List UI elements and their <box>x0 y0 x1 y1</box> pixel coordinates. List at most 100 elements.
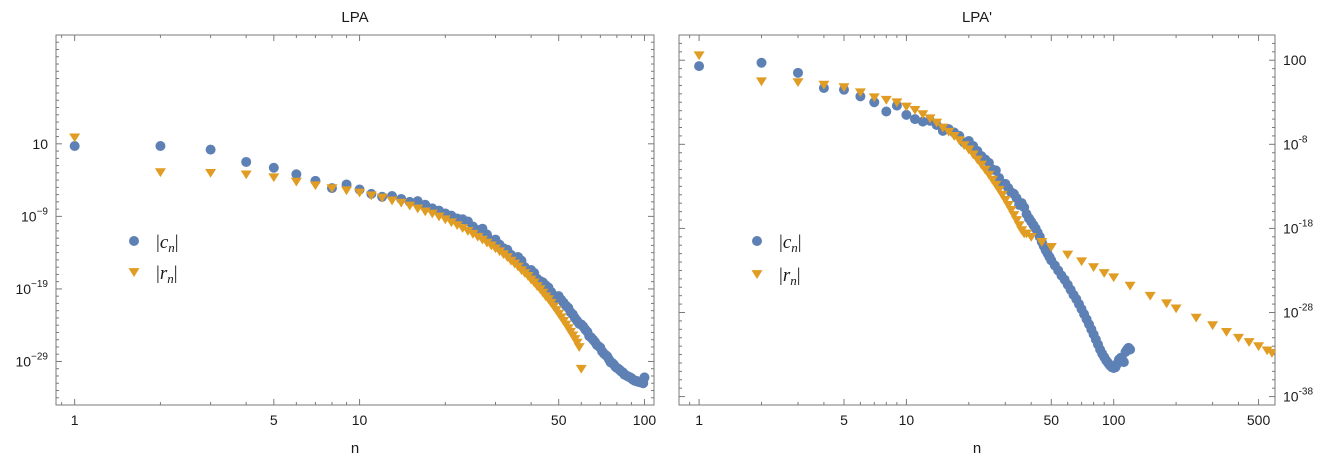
chart-title: LPA' <box>962 9 992 26</box>
y-tick-label: 10 <box>32 136 48 152</box>
data-point-rn <box>943 127 955 137</box>
data-point-rn <box>979 165 991 175</box>
data-point-rn <box>1108 273 1120 283</box>
data-point-rn <box>412 204 424 214</box>
y-tick-label: 10−29 <box>15 351 48 369</box>
data-point-rn <box>868 93 880 103</box>
data-point-rn <box>854 88 866 98</box>
x-tick-label: 500 <box>1247 412 1271 428</box>
data-point-rn <box>693 51 705 61</box>
series-cn <box>69 141 650 389</box>
data-point-rn <box>891 98 903 108</box>
x-tick-label: 100 <box>633 412 657 428</box>
y-tick-label: 10-18 <box>1283 218 1313 236</box>
data-point-rn <box>205 168 217 178</box>
data-point-rn <box>445 218 457 228</box>
y-tick-label: 10-28 <box>1283 303 1313 321</box>
data-point-rn <box>1124 281 1136 291</box>
data-point-rn <box>467 229 479 239</box>
data-point-rn <box>909 105 921 115</box>
panel-lpa-prime: LPA' 1 5 10 50 100 500 n 100 10-8 10-18 10-28 10-38 |… <box>678 9 1313 457</box>
data-point-cn <box>756 57 767 68</box>
legend-marker-cn <box>752 236 762 246</box>
x-tick-label: 50 <box>551 412 567 428</box>
data-point-rn <box>1266 349 1275 358</box>
data-point-rn <box>573 343 585 352</box>
data-point-rn <box>1011 216 1023 225</box>
data-point-rn <box>1243 338 1255 347</box>
data-point-rn <box>999 195 1011 205</box>
data-point-rn <box>1025 232 1037 242</box>
data-point-cn <box>639 372 650 383</box>
data-point-rn <box>290 177 302 187</box>
data-point-rn <box>1220 327 1232 337</box>
data-point-rn <box>924 114 936 124</box>
data-point-rn <box>1261 346 1273 356</box>
data-point-rn <box>900 102 912 112</box>
data-point-cn <box>990 165 1001 176</box>
data-point-rn <box>986 175 998 185</box>
x-tick-label: 1 <box>695 412 703 428</box>
data-point-rn <box>1098 269 1110 278</box>
data-point-rn <box>937 123 949 133</box>
y-tick-label: 100 <box>1283 52 1307 68</box>
series-cn <box>694 57 1136 373</box>
data-point-rn <box>1161 299 1173 309</box>
data-point-rn <box>975 160 987 170</box>
data-point-rn <box>575 364 587 374</box>
data-point-rn <box>1144 291 1156 301</box>
x-tick-label: 1 <box>71 412 79 428</box>
data-point-rn <box>472 232 484 242</box>
data-point-cn <box>1125 344 1136 355</box>
data-point-rn <box>1253 342 1265 352</box>
data-point-rn <box>309 181 321 191</box>
data-point-rn <box>1036 238 1048 247</box>
data-point-rn <box>953 136 965 146</box>
data-point-cn <box>694 61 705 72</box>
data-point-cn <box>901 109 912 120</box>
y-tick-label: 10−19 <box>15 279 48 297</box>
legend-label-rn: |rn| <box>779 265 801 288</box>
series-rn <box>69 133 587 374</box>
data-point-cn <box>155 141 166 151</box>
data-point-cn <box>881 106 892 117</box>
data-point-rn <box>240 170 252 180</box>
x-axis-label: n <box>351 440 359 457</box>
legend-label-cn: |cn| <box>156 232 179 255</box>
data-point-rn <box>1088 263 1100 273</box>
data-point-rn <box>69 133 81 143</box>
data-point-rn <box>395 198 407 208</box>
data-point-rn <box>341 186 353 196</box>
legend-marker-rn <box>128 268 140 277</box>
data-point-rn <box>967 150 979 160</box>
data-point-rn <box>931 118 943 128</box>
data-point-rn <box>880 95 892 105</box>
data-point-rn <box>433 212 445 222</box>
data-point-rn <box>1170 304 1182 314</box>
y-tick-label: 10-38 <box>1283 387 1313 405</box>
data-point-cn <box>869 97 880 108</box>
data-point-cn <box>1118 357 1129 368</box>
data-point-rn <box>268 173 280 183</box>
panel-lpa: LPA 1 5 10 50 100 n 10 10−9 10−19 10−29 |cn| |rn| <box>15 9 656 457</box>
data-point-rn <box>755 77 767 87</box>
data-point-rn <box>1062 250 1074 260</box>
data-point-rn <box>990 180 1002 190</box>
x-axis-label: n <box>973 440 981 457</box>
data-point-cn <box>268 162 279 173</box>
data-point-rn <box>971 155 983 165</box>
data-point-cn <box>241 156 252 167</box>
data-point-rn <box>838 83 850 93</box>
legend-label-rn: |rn| <box>156 263 178 286</box>
data-point-rn <box>983 170 995 180</box>
x-tick-label: 10 <box>352 412 368 428</box>
x-tick-label: 10 <box>899 412 915 428</box>
data-point-cn <box>291 169 302 180</box>
data-point-rn <box>404 201 416 211</box>
data-point-rn <box>154 168 166 178</box>
x-tick-label: 100 <box>1102 412 1126 428</box>
legend: |cn| |rn| <box>751 232 802 288</box>
x-tick-label: 5 <box>270 412 278 428</box>
legend-label-cn: |cn| <box>779 232 802 255</box>
